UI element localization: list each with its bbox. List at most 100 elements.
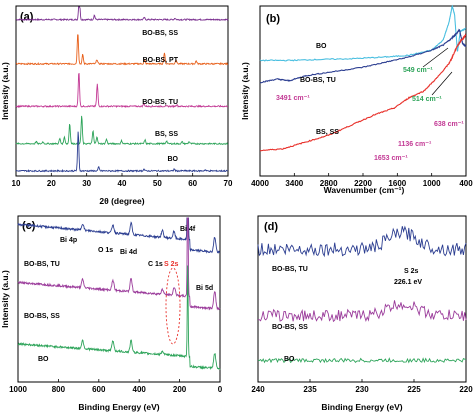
d-series-bo xyxy=(257,357,467,364)
panel-a-xrd: (a) 10 20 30 40 50 60 70 BO-BS, SS BO-BS, PT B… xyxy=(0,5,233,206)
a-series-bo-bs-tu xyxy=(15,72,228,109)
b-xtick-label-400: 400 xyxy=(459,179,473,188)
panel-c-peak-labels: Bi 4p O 1s Bi 4d C 1s S 2s Bi 4f Bi 5d B… xyxy=(24,226,213,363)
panel-b-ticks: 4000 3400 2800 2200 1600 1000 400 xyxy=(251,173,473,188)
c-label-bo: BO xyxy=(38,356,49,363)
b-xtick-label-1600: 1600 xyxy=(388,179,406,188)
panel-a-label: (a) xyxy=(20,11,34,23)
b-ann-638: 638 cm⁻¹ xyxy=(434,121,464,128)
panel-a-series-labels: BO-BS, SS BO-BS, PT BO-BS, TU BS, SS BO xyxy=(142,30,179,163)
a-xtick-label-20: 20 xyxy=(47,179,56,188)
c-series-bo xyxy=(17,265,221,370)
panel-d-xlabel: Binding Energy (eV) xyxy=(321,402,402,412)
c-peak-o1s: O 1s xyxy=(98,247,113,254)
c-xtick-label-200: 200 xyxy=(173,385,187,394)
panel-d-label: (d) xyxy=(264,221,278,233)
d-series-bo-bs-tu xyxy=(257,225,467,258)
c-series-bo-bs-tu xyxy=(17,217,221,254)
d-label-bobs-tu: BO-BS, TU xyxy=(272,266,308,273)
a-xtick-label-30: 30 xyxy=(82,179,91,188)
c-peak-bi4f: Bi 4f xyxy=(180,226,196,233)
a-label-bobs-ss: BO-BS, SS xyxy=(142,30,178,37)
d-xtick-label-225: 225 xyxy=(407,385,421,394)
panel-b-series xyxy=(259,4,467,152)
d-label-bobs-ss: BO-BS, SS xyxy=(272,324,308,331)
b-ann-1653: 1653 cm⁻¹ xyxy=(374,155,408,162)
a-xtick-label-70: 70 xyxy=(224,179,233,188)
b-series-bo xyxy=(259,4,467,62)
d-xtick-label-240: 240 xyxy=(251,385,265,394)
panel-a-xlabel: 2θ (degree) xyxy=(99,196,144,206)
d-ann-226: 226.1 eV xyxy=(394,279,422,286)
c-label-bobs-tu: BO-BS, TU xyxy=(24,261,60,268)
a-xtick-label-10: 10 xyxy=(12,179,21,188)
c-xtick-label-600: 600 xyxy=(92,385,106,394)
panel-a-ylabel: Intensity (a.u.) xyxy=(0,62,10,120)
panel-d-series xyxy=(257,225,467,364)
panel-d-ticks: 240 235 230 225 220 xyxy=(251,379,473,394)
panel-b-annotations: BO BO-BS, TU BS, SS 549 cm⁻¹ 514 cm⁻¹ 34… xyxy=(276,43,464,162)
c-s2s-highlight xyxy=(165,267,181,345)
b-series-bo-bs-tu xyxy=(259,28,467,84)
a-xtick-label-40: 40 xyxy=(118,179,127,188)
b-xtick-label-4000: 4000 xyxy=(251,179,269,188)
c-peak-bi4p: Bi 4p xyxy=(60,237,77,244)
b-xtick-label-3400: 3400 xyxy=(285,179,303,188)
d-xtick-label-230: 230 xyxy=(355,385,369,394)
a-series-bo-bs-ss xyxy=(15,6,229,22)
b-label-bo: BO xyxy=(316,43,327,50)
d-xtick-label-235: 235 xyxy=(303,385,317,394)
b-pointer-549 xyxy=(422,47,449,68)
panel-d-annotations: S 2s 226.1 eV BO-BS, TU BO-BS, SS BO xyxy=(272,266,422,363)
a-series-bs-ss xyxy=(15,115,229,146)
a-xtick-label-50: 50 xyxy=(153,179,162,188)
b-ann-3491: 3491 cm⁻¹ xyxy=(276,95,310,102)
b-ann-549: 549 cm⁻¹ xyxy=(403,67,433,74)
c-label-bobs-ss: BO-BS, SS xyxy=(24,313,60,320)
b-label-bobs-tu: BO-BS, TU xyxy=(300,77,336,84)
b-pointer-514 xyxy=(431,71,453,96)
panel-b-ylabel: Intensity (a.u.) xyxy=(240,62,250,120)
a-series-bo xyxy=(15,131,229,173)
c-peak-bi4d: Bi 4d xyxy=(120,249,137,256)
a-series-bo-bs-pt xyxy=(15,34,229,66)
b-xtick-label-1000: 1000 xyxy=(423,179,441,188)
c-xtick-label-400: 400 xyxy=(133,385,147,394)
c-series-bo-bs-ss xyxy=(17,217,221,311)
panel-c-ylabel: Intensity (a.u.) xyxy=(0,270,10,328)
b-ann-1136: 1136 cm⁻¹ xyxy=(398,141,432,148)
panel-a-frame xyxy=(15,5,229,177)
c-xtick-label-800: 800 xyxy=(52,385,66,394)
b-xtick-label-2200: 2200 xyxy=(354,179,372,188)
b-label-bs-ss: BS, SS xyxy=(316,129,339,136)
a-xtick-label-60: 60 xyxy=(188,179,197,188)
d-series-bo-bs-ss xyxy=(258,300,467,323)
c-peak-c1s: C 1s xyxy=(148,261,163,268)
a-label-bo: BO xyxy=(168,156,179,163)
b-ann-514: 514 cm⁻¹ xyxy=(412,96,442,103)
d-xtick-label-220: 220 xyxy=(459,385,473,394)
a-label-bobs-pt: BO-BS, PT xyxy=(143,57,179,64)
panel-b-ftir: (b) 4000 3400 2800 2200 1600 1000 400 BO BO-BS… xyxy=(240,4,473,195)
b-series-bs-ss xyxy=(259,33,467,152)
panel-a-series xyxy=(15,6,229,173)
d-ann-s2s: S 2s xyxy=(404,268,419,275)
panel-c-ticks: 1000 800 600 400 200 0 xyxy=(9,379,223,394)
a-label-bs-ss: BS, SS xyxy=(155,131,178,138)
panel-c-xps-survey: (c) 1000 800 600 400 200 0 Bi 4p O 1s Bi 4d C… xyxy=(0,215,223,412)
panel-b-label: (b) xyxy=(266,13,280,25)
d-label-bo: BO xyxy=(284,356,295,363)
c-peak-bi5d: Bi 5d xyxy=(196,285,213,292)
panel-a-ticks: 10 20 30 40 50 60 70 xyxy=(12,173,233,188)
panel-c-xlabel: Binding Energy (eV) xyxy=(78,402,159,412)
a-label-bobs-tu: BO-BS, TU xyxy=(142,99,178,106)
panel-c-series xyxy=(17,217,221,370)
panel-b-xlabel: Wavenumber (cm⁻¹) xyxy=(324,185,405,195)
c-xtick-label-1000: 1000 xyxy=(9,385,27,394)
c-xtick-label-0: 0 xyxy=(218,385,223,394)
panel-c-frame xyxy=(17,215,221,383)
b-xtick-label-2800: 2800 xyxy=(320,179,338,188)
c-peak-s2s: S 2s xyxy=(164,261,179,268)
panel-d-xps-s2s: (d) 240 235 230 225 220 S 2s 226.1 eV BO-BS,… xyxy=(251,215,473,412)
